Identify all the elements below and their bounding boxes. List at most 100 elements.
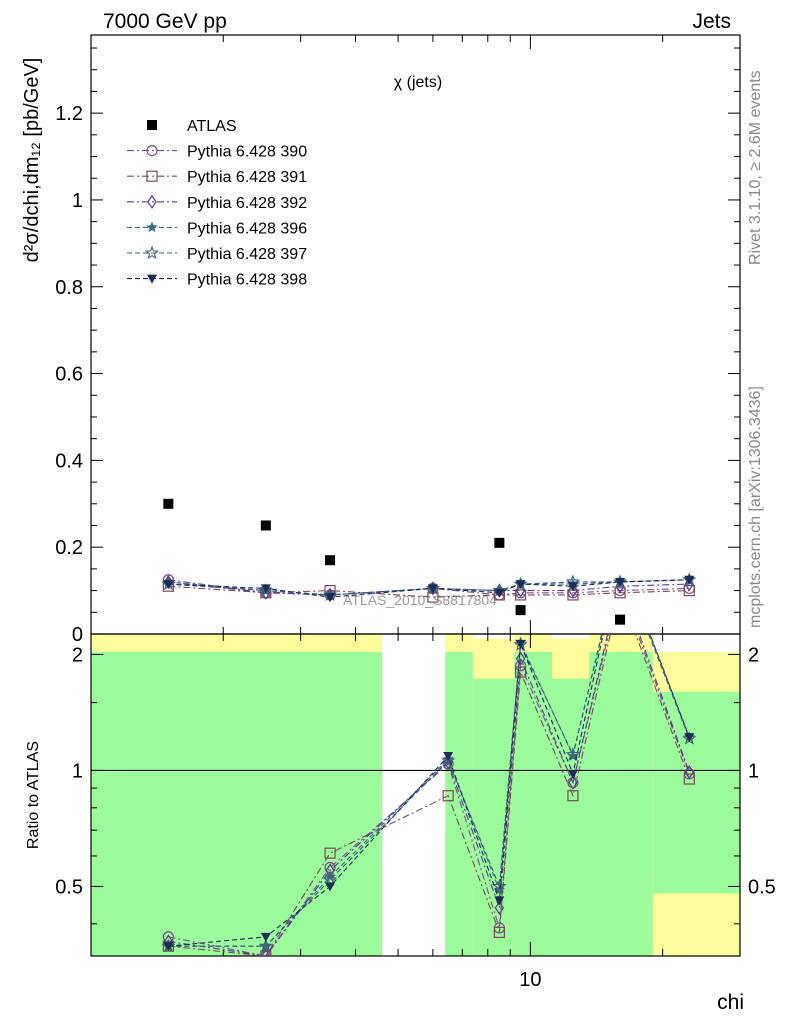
x-tick-label: 10 — [519, 969, 541, 991]
ratio-series-point-4 — [614, 555, 626, 566]
main-series-point-6 — [494, 588, 505, 598]
main-series-point-0 — [163, 498, 174, 509]
legend-label-6: Pythia 6.428 398 — [187, 272, 307, 289]
ratio-series-point-1 — [442, 790, 454, 802]
main-axis-ticks: 0 0.2 0.4 0.6 0.8 1 1.2 — [55, 35, 740, 646]
ratio-y-tick-label-right: 2 — [748, 644, 759, 666]
main-series-point-6 — [427, 584, 438, 594]
ratio-axis-ticks: 10 0.5 0.5 1 1 2 2 — [55, 634, 776, 991]
ratio-series-point-1 — [567, 790, 579, 802]
band-inner-0 — [91, 651, 383, 956]
band-inner-6 — [652, 691, 740, 894]
main-y-axis-label: d²σ/dchi,dm₁₂ [pb/GeV] — [21, 58, 43, 263]
ratio-series-point-5 — [684, 733, 695, 743]
legend-marker-5 — [144, 245, 160, 260]
y-tick-label: 1.2 — [55, 103, 83, 125]
analysis-watermark: ATLAS_2010_S8817804 — [343, 592, 497, 608]
ratio-series-point-5 — [615, 552, 625, 561]
ratio-series-point-5 — [567, 769, 578, 779]
main-series-point-2 — [614, 587, 626, 599]
ratio-series-point-4 — [258, 938, 273, 953]
main-series-point-0 — [325, 555, 336, 566]
main-series-point-6 — [567, 582, 578, 592]
main-series-point-6 — [260, 584, 271, 594]
ratio-series-line-1 — [168, 634, 690, 956]
header-left-label: 7000 GeV pp — [103, 10, 227, 33]
legend-label-2: Pythia 6.428 391 — [187, 169, 307, 186]
ratio-series-line-4 — [168, 634, 690, 947]
ratio-y-tick-label: 1 — [72, 760, 83, 782]
ratio-series-point-5 — [494, 896, 505, 906]
ratio-series-point-1 — [324, 847, 336, 859]
ratio-series-point-5 — [260, 932, 271, 942]
ratio-y-tick-label-right: 1 — [748, 760, 759, 782]
legend-label-4: Pythia 6.428 396 — [187, 220, 307, 237]
legend-label-3: Pythia 6.428 392 — [187, 195, 307, 212]
ratio-series-point-1 — [493, 926, 505, 938]
legend-label-5: Pythia 6.428 397 — [187, 246, 307, 263]
main-series-point-0 — [615, 614, 626, 625]
ratio-series-point-5 — [443, 752, 454, 762]
ratio-series-point-2 — [568, 775, 578, 790]
band-inner-1 — [445, 651, 473, 956]
legend: ATLAS Pythia 6.428 390 Pythia 6.428 391 Pyt… — [127, 118, 307, 289]
ratio-series-point-2 — [494, 900, 505, 915]
legend-marker-6 — [147, 274, 157, 284]
band-inner-4 — [551, 678, 590, 956]
ratio-series-group — [161, 550, 697, 956]
legend-marker-2 — [146, 170, 158, 182]
main-series-point-0 — [515, 605, 526, 616]
legend-marker-0 — [147, 120, 157, 130]
header-right-label: Jets — [692, 10, 731, 33]
legend-label-1: Pythia 6.428 390 — [187, 144, 307, 161]
ratio-series-line-0 — [168, 634, 690, 956]
y-tick-label: 0.8 — [55, 277, 83, 299]
main-series-point-6 — [615, 577, 626, 587]
ratio-series-point-5 — [325, 882, 336, 892]
legend-marker-3 — [147, 194, 157, 209]
ratio-y-axis-label: Ratio to ATLAS — [25, 741, 42, 849]
ratio-plot-frame — [90, 633, 741, 957]
y-tick-label: 0 — [72, 624, 83, 646]
legend-label-0: ATLAS — [187, 118, 237, 135]
main-series-point-6 — [325, 593, 336, 603]
main-series-point-6 — [684, 575, 695, 585]
ratio-series-point-2 — [261, 948, 271, 956]
legend-marker-1 — [146, 145, 158, 157]
main-series-point-2 — [683, 584, 695, 597]
band-inner-5 — [589, 651, 653, 956]
ratio-series-point-1 — [683, 773, 695, 785]
ratio-series-point-4 — [565, 747, 581, 761]
main-series-point-3 — [568, 583, 578, 598]
legend-marker-4 — [146, 221, 158, 233]
ratio-series-point-3 — [614, 550, 626, 561]
main-series-point-6 — [163, 580, 174, 590]
y-tick-label: 0.6 — [55, 364, 83, 386]
ratio-series-point-4 — [492, 879, 507, 893]
ratio-series-point-5 — [163, 942, 174, 952]
ratio-y-tick-label-right: 0.5 — [748, 876, 776, 898]
ratio-series-point-2 — [515, 651, 526, 666]
main-series-point-0 — [494, 537, 505, 548]
ratio-series-point-3 — [324, 870, 336, 882]
main-series-group — [161, 498, 697, 625]
ratio-series-point-1 — [514, 666, 527, 678]
main-series-point-2 — [514, 589, 527, 601]
main-series-point-6 — [515, 580, 526, 590]
ratio-series-point-4 — [441, 753, 456, 767]
ratio-series-point-2 — [443, 755, 453, 770]
rivet-version-label: Rivet 3.1.10, ≥ 2.6M events — [747, 70, 764, 265]
ratio-y-tick-label: 2 — [72, 644, 83, 666]
ratio-uncertainty-bands — [91, 634, 740, 956]
ratio-series-point-5 — [515, 639, 526, 649]
y-tick-label: 0.2 — [55, 537, 83, 559]
y-tick-label: 0.4 — [55, 450, 83, 472]
ratio-series-point-2 — [684, 765, 695, 780]
chart-title: χ (jets) — [394, 74, 442, 91]
main-series-point-0 — [260, 520, 271, 531]
y-tick-label: 1 — [72, 190, 83, 212]
mcplots-label: mcplots.cern.ch [arXiv:1306.3436] — [747, 386, 764, 628]
ratio-y-tick-label: 0.5 — [55, 876, 83, 898]
x-axis-label: chi — [717, 991, 744, 1014]
